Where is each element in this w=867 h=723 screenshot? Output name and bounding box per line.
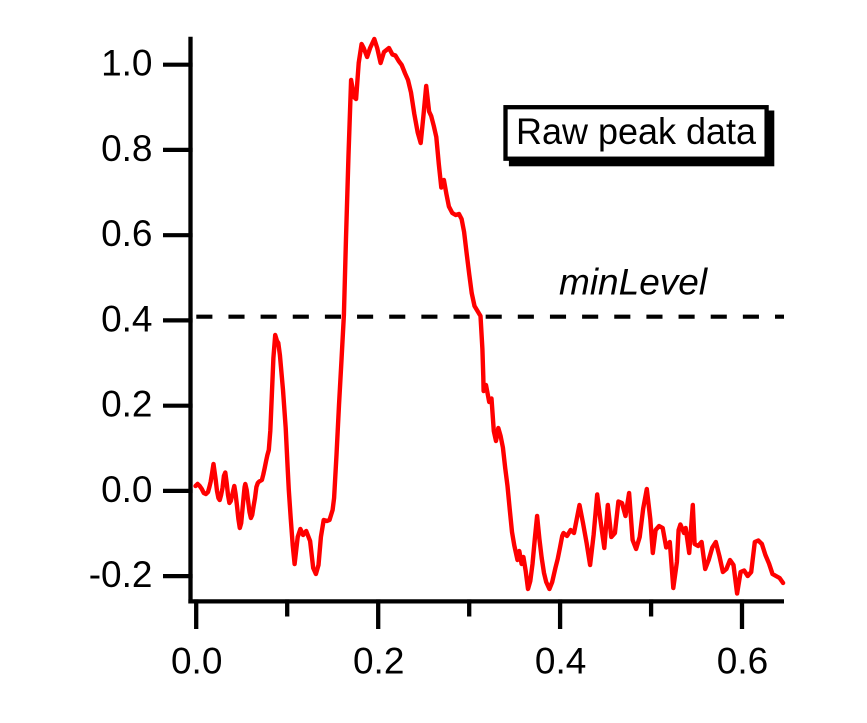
svg-text:0.2: 0.2 (353, 641, 404, 682)
svg-text:minLevel: minLevel (559, 262, 709, 303)
svg-text:0.4: 0.4 (101, 298, 152, 339)
svg-text:0.2: 0.2 (101, 384, 152, 425)
svg-text:0.6: 0.6 (717, 641, 768, 682)
svg-text:0.0: 0.0 (101, 469, 152, 510)
svg-text:0.0: 0.0 (171, 641, 222, 682)
svg-text:0.8: 0.8 (101, 128, 152, 169)
svg-text:1.0: 1.0 (101, 43, 152, 84)
svg-text:Raw peak data: Raw peak data (516, 111, 756, 152)
svg-text:0.4: 0.4 (535, 641, 586, 682)
svg-text:-0.2: -0.2 (89, 554, 153, 595)
svg-text:0.6: 0.6 (101, 213, 152, 254)
